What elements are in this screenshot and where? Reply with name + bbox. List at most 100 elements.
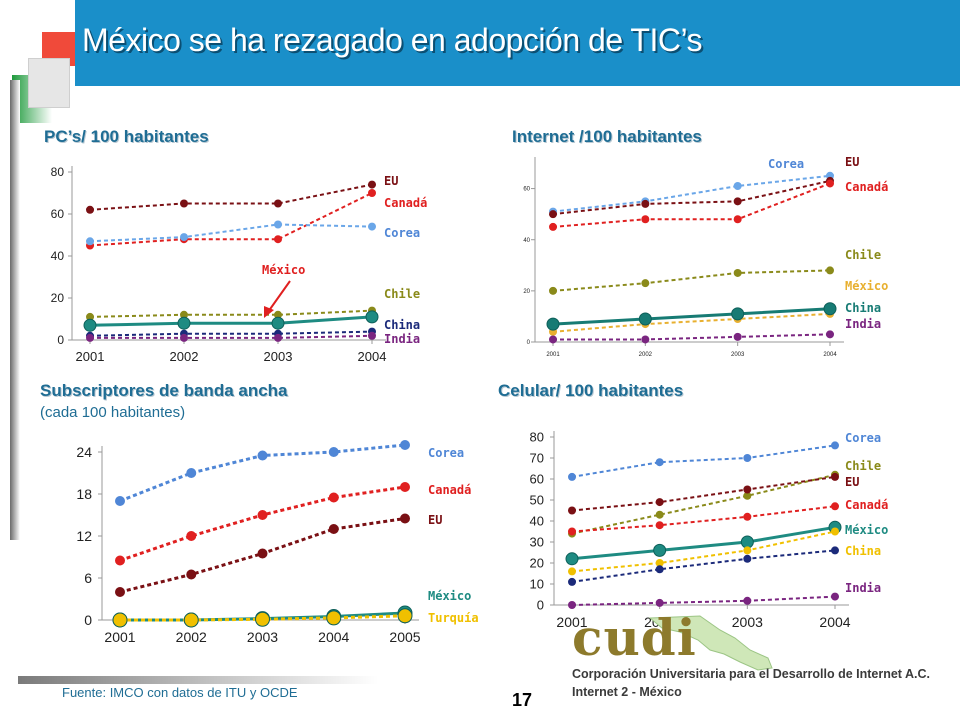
data-point-pcs-Chile [86,312,94,321]
series-label-cellular-Canadá: Canadá [845,498,888,512]
slide-title: México se ha rezagado en adopción de TIC… [82,22,703,58]
series-line-cellular-Corea [571,444,836,478]
series-line-cellular-China [571,530,836,573]
data-point-pcs-Corea [274,220,282,229]
series-label-internet-México: México [845,279,888,293]
data-point-pcs-Canadá [274,235,282,244]
data-point-cellular-Canadá [831,502,839,511]
data-point-cellular-Corea [655,458,664,467]
data-point-internet-Canadá [549,222,557,231]
data-point-pcs-India [180,333,188,342]
series-line-pcs-EU [89,183,373,211]
data-point-internet-Canadá [733,215,742,224]
data-point-broadband-Canadá [400,482,410,492]
x-tick-label-cellular: 2004 [819,614,850,630]
data-point-cellular-India [568,601,576,609]
y-tick-label-internet: 60 [523,187,530,193]
y-tick-label-cellular: 20 [530,556,544,571]
series-line-pcs-Corea [89,223,373,243]
y-tick-label-pcs: 80 [51,165,65,179]
y-tick-label-broadband: 24 [76,444,92,460]
data-point-cellular-Corea [743,454,752,462]
series-label-pcs-Corea: Corea [384,226,420,240]
series-label-internet-India: India [845,317,881,331]
data-point-pcs-Chile [180,310,188,319]
data-point-internet-China [638,312,652,326]
y-tick-label-broadband: 6 [84,570,92,586]
chart-title-broadband: Subscriptores de banda ancha [40,381,288,400]
chart-title-internet: Internet /100 habitantes [512,127,702,146]
source-note: Fuente: IMCO con datos de ITU y OCDE [62,685,298,700]
x-tick-label-broadband: 2003 [247,629,278,645]
data-point-cellular-EU [568,506,576,515]
data-point-cellular-México [740,535,754,549]
data-point-cellular-unlabeled [831,546,839,555]
series-label-cellular-China: China [845,544,881,558]
chart-title-cellular: Celular/ 100 habitantes [498,381,684,400]
data-point-pcs-Canadá [368,189,376,197]
series-label-broadband-México: México [428,589,471,603]
x-tick-label-internet: 2001 [546,352,560,358]
data-point-internet-China [823,302,837,316]
series-line-pcs-Chile [89,309,373,318]
series-line-internet-China [552,307,831,326]
data-point-cellular-México [653,543,667,557]
data-point-cellular-Canadá [655,521,664,530]
x-tick-label-broadband: 2005 [389,629,420,645]
decor-block-gray [28,58,70,108]
y-tick-label-cellular: 70 [530,451,544,466]
data-point-internet-Canadá [641,215,650,224]
data-point-pcs-México [271,316,285,330]
data-point-pcs-México [83,318,97,332]
series-label-internet-Corea: Corea [768,157,804,171]
data-point-broadband-Corea [186,468,197,478]
data-point-pcs-Corea [86,237,94,246]
series-line-internet-India [553,333,831,341]
y-tick-label-internet: 40 [523,238,530,244]
series-label-cellular-México: México [845,523,888,537]
data-point-internet-EU [549,210,557,219]
series-label-internet-Chile: Chile [845,248,881,262]
series-line-cellular-unlabeled [571,549,836,583]
data-point-pcs-India [274,333,282,342]
data-point-broadband-Canadá [115,555,125,566]
y-tick-label-broadband: 12 [76,528,92,544]
x-tick-label-broadband: 2004 [318,629,349,645]
data-point-cellular-unlabeled [655,565,664,574]
data-point-pcs-Corea [368,222,376,231]
data-point-pcs-Chile [274,310,282,319]
x-tick-label-pcs: 2002 [170,349,199,364]
data-point-broadband-Corea [257,450,268,461]
data-point-broadband-Turquía [183,612,199,628]
y-tick-label-broadband: 0 [84,612,92,628]
chart-subtitle-broadband: (cada 100 habitantes) [40,404,186,421]
series-label-broadband-Canadá: Canadá [428,483,471,497]
data-point-broadband-EU [115,587,125,597]
series-label-broadband-Turquía: Turquía [428,611,479,625]
series-line-internet-Canadá [552,182,831,228]
data-point-cellular-EU [655,498,664,507]
series-label-internet-Canadá: Canadá [845,180,888,194]
x-tick-label-internet: 2002 [639,352,653,358]
x-tick-label-broadband: 2001 [104,629,135,645]
x-tick-label-pcs: 2003 [264,349,293,364]
data-point-broadband-Turquía [112,612,128,628]
data-point-pcs-EU [274,199,282,208]
data-point-cellular-China [655,559,664,567]
data-point-broadband-Canadá [328,492,339,503]
data-point-internet-China [546,317,560,331]
x-tick-label-pcs: 2004 [358,349,387,364]
data-point-broadband-EU [328,524,339,534]
data-point-cellular-Chile [655,510,664,519]
data-point-cellular-Chile [743,491,752,500]
data-point-broadband-Canadá [257,510,268,520]
series-label-internet-EU: EU [845,155,859,169]
data-point-broadband-EU [400,513,410,524]
y-tick-label-internet: 0 [527,340,531,346]
y-tick-label-pcs: 0 [57,333,64,347]
series-label-pcs-EU: EU [384,174,398,188]
data-point-broadband-EU [257,548,268,559]
data-point-cellular-India [655,598,664,607]
data-point-cellular-China [743,546,752,555]
data-point-broadband-EU [186,569,197,580]
